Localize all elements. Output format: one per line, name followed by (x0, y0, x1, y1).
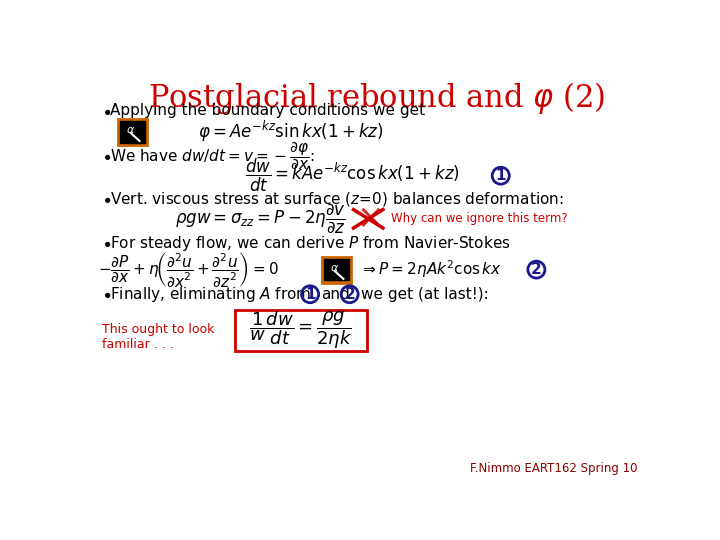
Text: 2: 2 (344, 287, 355, 302)
Text: $\bullet$: $\bullet$ (101, 190, 111, 208)
Text: $\bullet$: $\bullet$ (101, 147, 111, 165)
Text: $\times$: $\times$ (356, 201, 382, 234)
Text: For steady flow, we can derive $P$ from Navier-Stokes: For steady flow, we can derive $P$ from … (110, 234, 510, 253)
Text: $-\dfrac{\partial P}{\partial x} + \eta\!\left(\dfrac{\partial^2 u}{\partial x^2: $-\dfrac{\partial P}{\partial x} + \eta\… (98, 250, 279, 289)
FancyBboxPatch shape (324, 259, 349, 280)
Text: $\bullet$: $\bullet$ (101, 285, 111, 303)
Text: Postglacial rebound and $\varphi$ (2): Postglacial rebound and $\varphi$ (2) (148, 80, 606, 116)
Text: $\rho gw = \sigma_{zz} = P - 2\eta\dfrac{\partial v}{\partial z}$: $\rho gw = \sigma_{zz} = P - 2\eta\dfrac… (175, 202, 346, 235)
Text: Why can we ignore this term?: Why can we ignore this term? (391, 212, 567, 225)
Text: $\alpha$: $\alpha$ (126, 125, 135, 135)
Text: We have $dw/dt = v = -\dfrac{\partial\varphi}{\partial x}$:: We have $dw/dt = v = -\dfrac{\partial\va… (110, 140, 315, 172)
Text: $\Rightarrow P = 2\eta Ak^2 \cos kx$: $\Rightarrow P = 2\eta Ak^2 \cos kx$ (360, 259, 502, 280)
Text: 2: 2 (531, 262, 541, 277)
FancyBboxPatch shape (120, 121, 145, 143)
Text: $\varphi = Ae^{-kz}\sin kx\left(1+kz\right)$: $\varphi = Ae^{-kz}\sin kx\left(1+kz\rig… (199, 119, 384, 144)
Text: This ought to look
familiar . . .: This ought to look familiar . . . (102, 323, 215, 351)
FancyBboxPatch shape (322, 256, 351, 283)
Text: $\bullet$: $\bullet$ (101, 102, 111, 120)
Text: and: and (321, 287, 350, 302)
Text: 1: 1 (305, 287, 315, 302)
Text: $\bullet$: $\bullet$ (101, 234, 111, 252)
Text: Finally, eliminating $A$ from: Finally, eliminating $A$ from (110, 285, 312, 304)
Text: F.Nimmo EART162 Spring 10: F.Nimmo EART162 Spring 10 (469, 462, 637, 475)
Text: $\alpha$: $\alpha$ (330, 263, 338, 273)
FancyBboxPatch shape (118, 119, 148, 145)
Text: Applying the boundary conditions we get: Applying the boundary conditions we get (110, 104, 426, 118)
Text: $\dfrac{dw}{dt} = kAe^{-kz}\cos kx\left(1+kz\right)$: $\dfrac{dw}{dt} = kAe^{-kz}\cos kx\left(… (245, 157, 460, 194)
Text: we get (at last!):: we get (at last!): (361, 287, 489, 302)
FancyBboxPatch shape (235, 309, 366, 351)
Text: $\dfrac{1}{w}\dfrac{dw}{dt} = \dfrac{\rho g}{2\eta k}$: $\dfrac{1}{w}\dfrac{dw}{dt} = \dfrac{\rh… (249, 309, 353, 352)
Text: Vert. viscous stress at surface ($z$=0) balances deformation:: Vert. viscous stress at surface ($z$=0) … (110, 190, 564, 208)
Text: 1: 1 (495, 168, 506, 183)
